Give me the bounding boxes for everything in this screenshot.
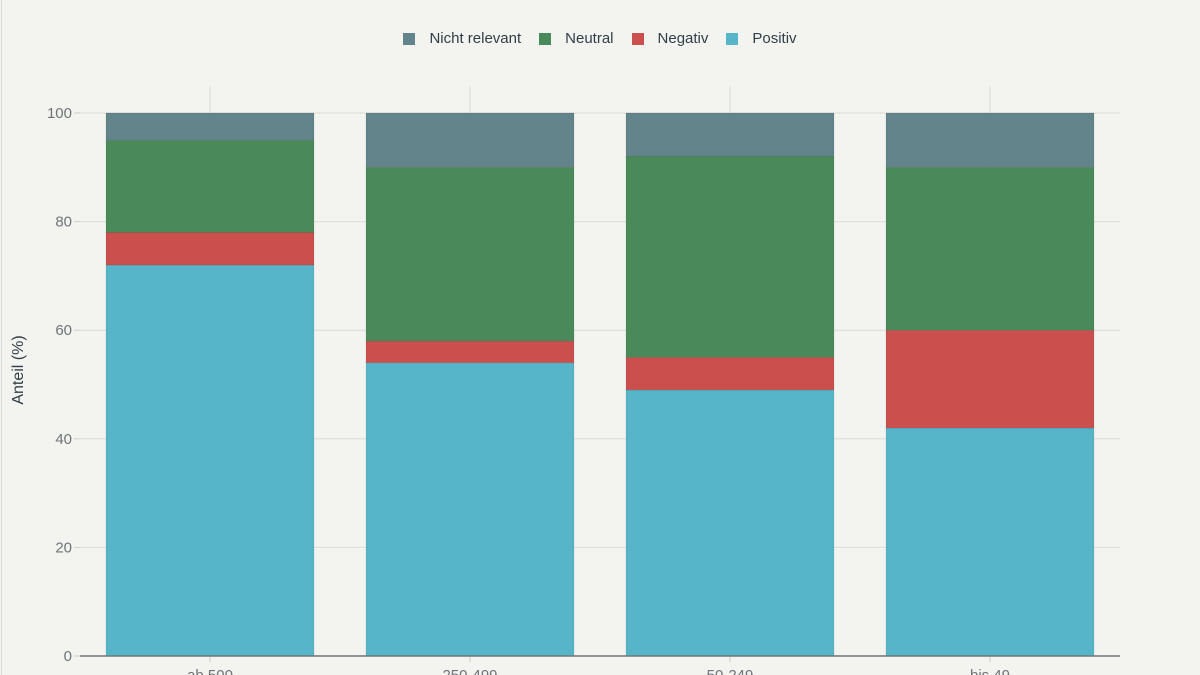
legend-swatch bbox=[403, 32, 416, 45]
bar-segment-positiv bbox=[625, 389, 835, 657]
bar-segment-negativ bbox=[885, 329, 1095, 429]
bar-segment-neutral bbox=[625, 155, 835, 358]
legend-swatch bbox=[631, 32, 644, 45]
bar-segment-neutral bbox=[105, 139, 315, 233]
frame-border bbox=[1, 0, 2, 675]
legend-label: Negativ bbox=[657, 30, 709, 47]
bar-segment-negativ bbox=[105, 231, 315, 266]
legend-item-nicht-relevant[interactable]: Nicht relevant bbox=[403, 30, 521, 47]
y-tick-label: 100 bbox=[47, 105, 72, 122]
y-tick-label: 0 bbox=[64, 648, 72, 665]
bar-segment-neutral bbox=[365, 166, 575, 342]
legend-label: Nicht relevant bbox=[429, 30, 522, 47]
legend-item-negativ[interactable]: Negativ bbox=[631, 30, 709, 47]
x-tick-label: ab 500 bbox=[187, 667, 233, 675]
legend: Nicht relevant Neutral Negativ Positiv bbox=[0, 30, 1200, 47]
bar-segment-nicht-relevant bbox=[625, 112, 835, 157]
legend-item-positiv[interactable]: Positiv bbox=[726, 30, 797, 47]
legend-swatch bbox=[539, 32, 552, 45]
y-axis-label: Anteil (%) bbox=[10, 335, 27, 404]
bar-segment-positiv bbox=[365, 362, 575, 657]
legend-item-neutral[interactable]: Neutral bbox=[539, 30, 614, 47]
bar-segment-nicht-relevant bbox=[885, 112, 1095, 168]
bar-segment-positiv bbox=[105, 264, 315, 657]
bar-segment-nicht-relevant bbox=[365, 112, 575, 168]
bar-segment-nicht-relevant bbox=[105, 112, 315, 141]
x-tick-label: bis 49 bbox=[970, 667, 1010, 675]
y-tick-label: 80 bbox=[55, 214, 72, 231]
legend-label: Positiv bbox=[752, 30, 797, 47]
legend-swatch bbox=[726, 32, 739, 45]
y-tick-label: 60 bbox=[55, 322, 72, 339]
legend-label: Neutral bbox=[565, 30, 614, 47]
x-tick-label: 250-499 bbox=[442, 667, 497, 675]
x-tick-label: 50-249 bbox=[707, 667, 754, 675]
bar-segment-negativ bbox=[365, 340, 575, 364]
y-tick-label: 20 bbox=[55, 539, 72, 556]
bar-segment-positiv bbox=[885, 427, 1095, 657]
y-tick-label: 40 bbox=[55, 431, 72, 448]
bar-segment-neutral bbox=[885, 166, 1095, 331]
bar-segment-negativ bbox=[625, 356, 835, 391]
